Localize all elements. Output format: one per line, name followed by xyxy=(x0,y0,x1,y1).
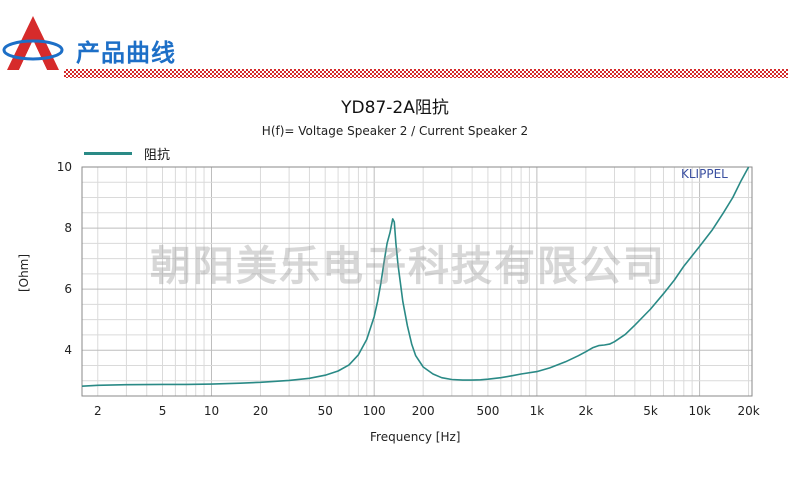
y-tick-label: 8 xyxy=(64,221,72,235)
page-title: 产品曲线 xyxy=(76,39,176,67)
series-line xyxy=(81,166,750,387)
x-tick-label: 200 xyxy=(412,404,435,418)
page-header: 产品曲线 xyxy=(0,0,790,90)
x-tick-label: 5 xyxy=(159,404,167,418)
x-tick-label: 20k xyxy=(737,404,759,418)
x-tick-label: 20 xyxy=(253,404,268,418)
x-tick-label: 1k xyxy=(530,404,545,418)
x-tick-label: 2k xyxy=(579,404,594,418)
brand-label: KLIPPEL xyxy=(681,167,728,181)
chart-subtitle: H(f)= Voltage Speaker 2 / Current Speake… xyxy=(261,124,529,138)
x-tick-label: 2 xyxy=(94,404,102,418)
y-axis-label: [Ohm] xyxy=(17,253,31,293)
y-tick-label: 6 xyxy=(64,282,72,296)
triangle-logo-icon xyxy=(2,16,64,70)
x-tick-label: 500 xyxy=(476,404,499,418)
chart-title: YD87-2A阻抗 xyxy=(341,98,449,118)
x-tick-label: 50 xyxy=(318,404,333,418)
checkered-divider xyxy=(64,69,788,78)
watermark-text: 朝阳美乐电子科技有限公司 xyxy=(150,242,666,290)
x-tick-label: 10 xyxy=(204,404,219,418)
y-tick-label: 10 xyxy=(57,160,72,174)
x-tick-label: 100 xyxy=(363,404,386,418)
x-axis-label: Frequency [Hz] xyxy=(370,430,461,444)
x-tick-label: 5k xyxy=(643,404,658,418)
legend-label: 阻抗 xyxy=(144,148,171,163)
plot-frame xyxy=(81,166,753,397)
x-tick-label: 10k xyxy=(688,404,710,418)
legend-swatch xyxy=(84,152,132,155)
y-tick-label: 4 xyxy=(64,343,72,357)
